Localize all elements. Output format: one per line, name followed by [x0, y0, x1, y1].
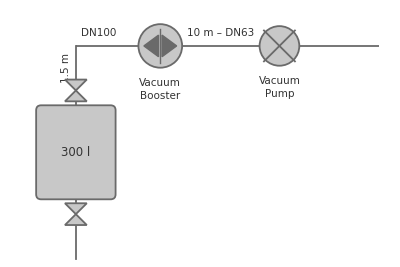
Polygon shape — [162, 35, 177, 57]
Text: DN100: DN100 — [81, 28, 116, 38]
Polygon shape — [144, 35, 158, 57]
Text: 1.5 m: 1.5 m — [61, 53, 71, 83]
FancyBboxPatch shape — [36, 105, 116, 199]
Circle shape — [138, 24, 182, 68]
Text: 10 m – DN63: 10 m – DN63 — [187, 28, 254, 38]
Text: Vacuum
Booster: Vacuum Booster — [139, 78, 181, 101]
Text: 300 l: 300 l — [61, 146, 90, 159]
Polygon shape — [65, 214, 87, 225]
Circle shape — [260, 26, 299, 66]
Polygon shape — [65, 80, 87, 91]
Polygon shape — [65, 203, 87, 214]
Polygon shape — [65, 91, 87, 101]
Text: Vacuum
Pump: Vacuum Pump — [258, 76, 300, 99]
